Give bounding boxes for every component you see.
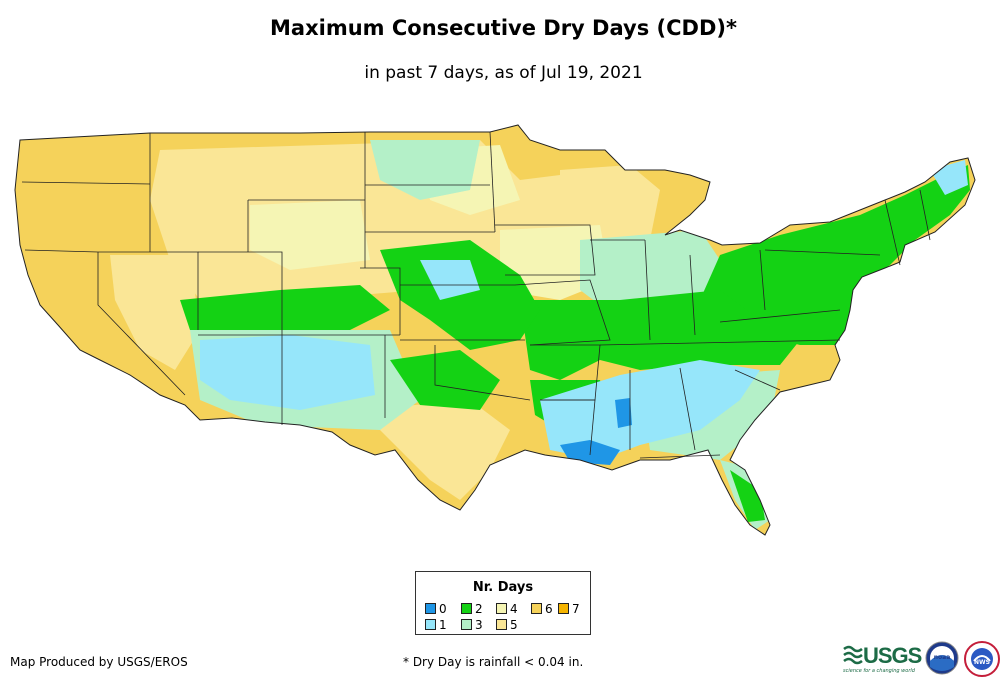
legend-title: Nr. Days [472,580,534,595]
legend-label-6: 6 [545,602,553,616]
cdd-region-5-nevada [110,255,200,370]
border-ms-al [629,367,696,451]
cdd-region-1-nebraska [420,260,480,300]
dry-day-footnote: * Dry Day is rainfall < 0.04 in. [403,655,584,669]
legend-swatch-7 [558,603,569,614]
cdd-region-4-colorado [250,200,370,270]
legend-label-4: 4 [510,602,518,616]
border-ok-tx [434,345,531,401]
us-outline [14,124,976,536]
usgs-logo-tagline: science for a changing world [843,668,915,674]
border-or-ca [24,249,99,253]
legend-swatch-1 [425,619,436,630]
cdd-region-2-northeast [700,165,970,345]
legend-label-7: 7 [572,602,580,616]
nws-logo-text: NWS [974,659,990,666]
state-borders [21,131,931,459]
legend-label-3: 3 [475,618,483,632]
cdd-region-1-gulf [540,360,760,460]
border-ia [495,224,596,276]
cdd-region-2-ohio-valley [520,290,800,380]
noaa-logo: noaa [925,641,959,675]
legend-swatch-4 [496,603,507,614]
map-subtitle: in past 7 days, as of Jul 19, 2021 [364,63,643,83]
usgs-logo-text: USGS [863,643,922,668]
legend: Nr. Days 0 1 2 3 4 5 6 7 [415,571,591,635]
cdd-region-2-florida [730,470,765,522]
legend-swatch-6 [531,603,542,614]
cdd-region-0-mississippi [615,398,632,428]
usgs-logo: USGS science for a changing world [843,643,922,677]
border-ut-co [198,251,283,335]
border-co-ks [360,267,401,335]
border-ky-tn [599,339,841,346]
legend-label-0: 0 [439,602,447,616]
border-la [540,399,596,456]
usgs-wave-icon [843,645,863,665]
legend-swatch-2 [461,603,472,614]
cdd-region-5-texas [360,400,510,500]
legend-label-1: 1 [439,618,447,632]
legend-label-2: 2 [475,602,483,616]
nws-logo: NWS [964,641,1000,677]
legend-label-5: 5 [510,618,518,632]
map-credit: Map Produced by USGS/EROS [10,655,188,669]
border-oh-pa [759,249,766,311]
border-ny-pa [764,249,881,256]
border-carolinas [734,369,781,391]
border-il-in [644,239,696,341]
border-ca-nv [97,252,186,396]
border-mn-west [489,131,496,233]
cdd-region-2-south-plains [390,350,500,410]
cdd-raster [15,125,975,535]
legend-swatch-5 [496,619,507,630]
border-wa-or [21,181,151,185]
legend-swatch-0 [425,603,436,614]
cdd-region-2-rockies [180,285,390,330]
border-new-england [884,189,931,266]
border-mo [514,279,611,346]
cdd-region-1-southwest [200,335,375,410]
legend-swatch-3 [461,619,472,630]
border-ga-fl [639,454,721,459]
map-title: Maximum Consecutive Dry Days (CDD)* [270,16,737,40]
noaa-logo-text: noaa [934,654,951,661]
border-va-nc [719,309,841,323]
